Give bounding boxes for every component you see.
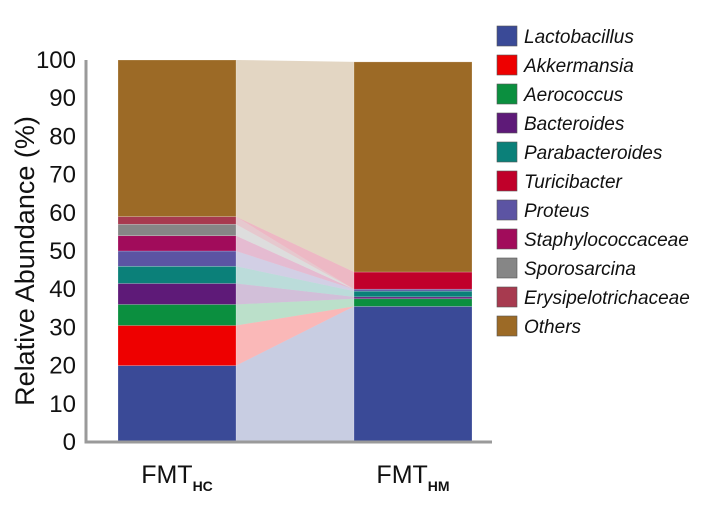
x-category-label-0: FMTHC: [141, 461, 213, 494]
connector-turicibacter: [236, 216, 354, 290]
legend-swatch-others: [496, 315, 518, 337]
bar-segment-lactobacillus-1: [353, 306, 473, 443]
bar-segment-aerococcus-1: [353, 298, 473, 307]
y-tick-label-20: 20: [49, 353, 76, 380]
legend-label-lactobacillus: Lactobacillus: [524, 27, 634, 48]
bar-segment-lactobacillus-0: [117, 365, 237, 443]
y-tick-label-10: 10: [49, 391, 76, 418]
legend-label-aerococcus: Aerococcus: [523, 85, 624, 106]
y-tick-label-30: 30: [49, 314, 76, 341]
legend-swatch-erysipelotrichaceae: [496, 286, 518, 308]
legend-swatch-bacteroides: [496, 112, 518, 134]
y-tick-labels: 0 10 20 30 40 50 60 70 80 90 100: [36, 47, 76, 456]
legend-label-akkermansia: Akkermansia: [523, 56, 634, 77]
bar-segment-parabacteroides-1: [353, 290, 473, 298]
axes: [84, 60, 492, 444]
bar-segment-others-1: [353, 61, 473, 273]
bar-segment-staphylococcaceae-0: [117, 235, 237, 252]
bar-segment-erysipelotrichaceae-0: [117, 216, 237, 225]
connector-bands: [236, 60, 354, 442]
connector-proteus: [236, 251, 354, 292]
connector-bacteroides: [236, 283, 354, 305]
legend-swatch-staphylococcaceae: [496, 228, 518, 250]
bar-segment-bacteroides-0: [117, 283, 237, 305]
legend-label-erysipelotrichaceae: Erysipelotrichaceae: [524, 288, 690, 309]
x-category-labels: FMTHC FMTHM: [141, 461, 449, 494]
y-tick-label-0: 0: [63, 429, 76, 456]
legend-swatch-proteus: [496, 199, 518, 221]
x-category-sub: HM: [428, 478, 450, 494]
bar-segment-akkermansia-0: [117, 325, 237, 366]
y-tick-label-90: 90: [49, 85, 76, 112]
legend-label-others: Others: [524, 317, 582, 338]
x-category-main: FMT: [376, 461, 427, 489]
y-tick-label-40: 40: [49, 276, 76, 303]
legend-label-parabacteroides: Parabacteroides: [524, 143, 663, 164]
connector-staphylococcaceae: [236, 235, 354, 290]
x-category-main: FMT: [141, 461, 192, 489]
y-tick-label-100: 100: [36, 47, 76, 74]
y-tick-label-60: 60: [49, 200, 76, 227]
legend-swatch-sporosarcina: [496, 257, 518, 279]
legend-label-turicibacter: Turicibacter: [524, 172, 623, 193]
connector-lactobacillus: [236, 306, 354, 442]
legend-swatch-akkermansia: [496, 54, 518, 76]
bar-segment-proteus-0: [117, 250, 237, 267]
connector-erysipelotrichaceae: [236, 216, 354, 290]
legend-swatch-aerococcus: [496, 83, 518, 105]
legend-label-sporosarcina: Sporosarcina: [524, 259, 636, 280]
bar-segment-sporosarcina-0: [117, 223, 237, 237]
x-category-label-1: FMTHM: [376, 461, 449, 494]
connector-others: [236, 60, 354, 273]
legend-label-proteus: Proteus: [524, 201, 590, 222]
bars: [117, 59, 473, 443]
bar-segment-others-0: [117, 59, 237, 217]
y-tick-label-70: 70: [49, 162, 76, 189]
connector-aerococcus: [236, 298, 354, 326]
legend-swatch-parabacteroides: [496, 141, 518, 163]
legend-label-staphylococcaceae: Staphylococcaceae: [524, 230, 689, 251]
y-axis-label: Relative Abundance (%): [10, 116, 40, 406]
bar-segment-turicibacter-1: [353, 271, 473, 290]
y-tick-label-50: 50: [49, 238, 76, 265]
y-tick-label-80: 80: [49, 123, 76, 150]
connector-sporosarcina: [236, 224, 354, 290]
bar-segment-parabacteroides-0: [117, 265, 237, 284]
connector-akkermansia: [236, 306, 354, 366]
legend-label-bacteroides: Bacteroides: [524, 114, 625, 135]
legend-swatch-lactobacillus: [496, 25, 518, 47]
bar-segment-aerococcus-0: [117, 304, 237, 326]
legend-swatch-turicibacter: [496, 170, 518, 192]
legend: Lactobacillus Akkermansia Aerococcus Bacter…: [496, 25, 690, 338]
connector-parabacteroides: [236, 266, 354, 297]
x-category-sub: HC: [193, 478, 213, 494]
